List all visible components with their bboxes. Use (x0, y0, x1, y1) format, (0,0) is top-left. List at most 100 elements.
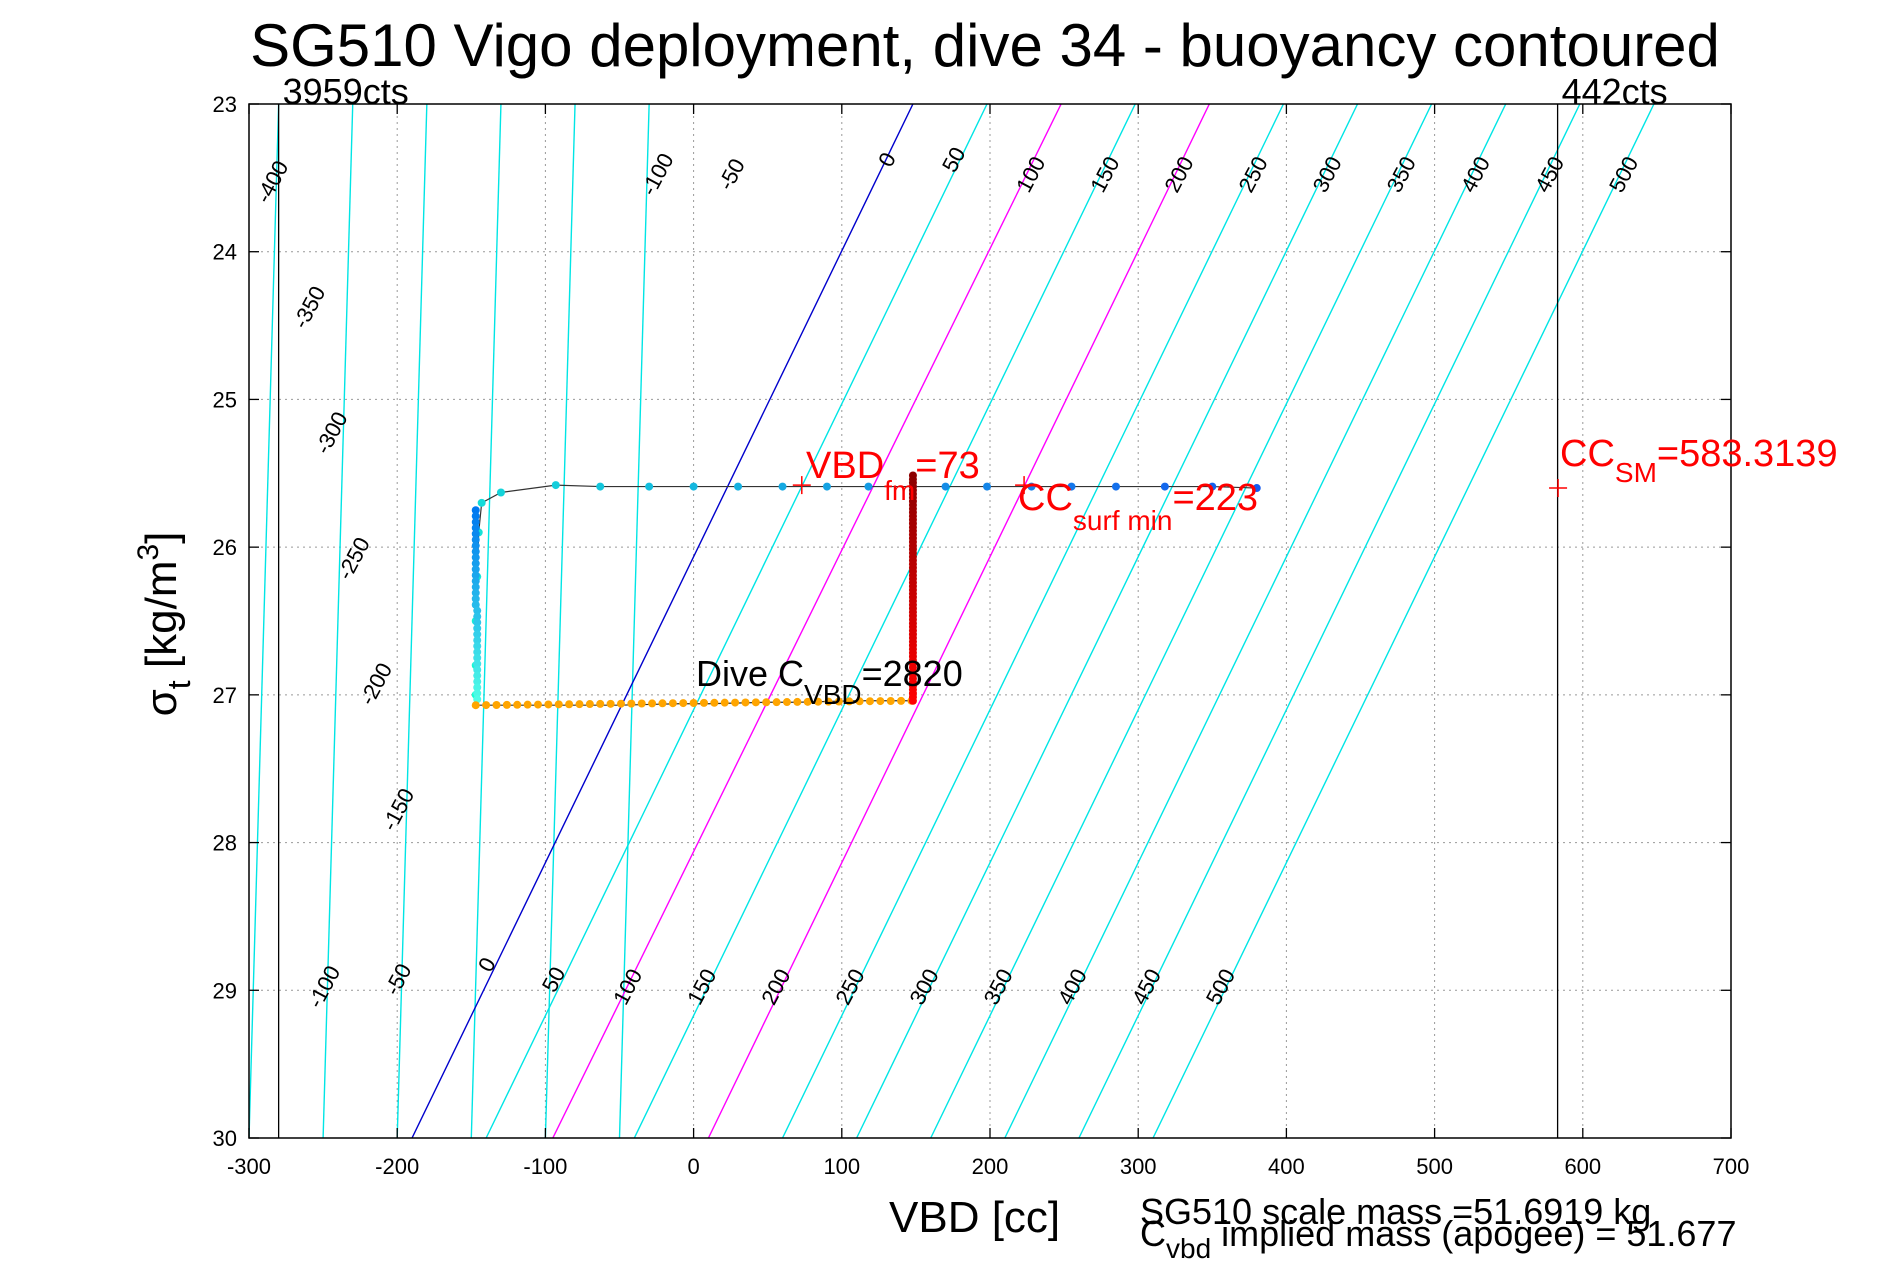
bottom-point (502, 700, 511, 709)
bottom-point (679, 699, 688, 708)
descent-point (864, 482, 873, 491)
cc-sm-main: CC (1560, 433, 1615, 475)
descent-point (473, 683, 482, 692)
y-tick-label: 25 (213, 387, 237, 412)
descent-point (471, 523, 480, 532)
y-tick-label: 26 (213, 535, 237, 560)
contour-line (618, 104, 650, 1138)
bottom-point (492, 700, 501, 709)
bottom-point (668, 699, 677, 708)
implied-mass-rest: implied mass (apogee) = 51.677 (1211, 1213, 1736, 1254)
bottom-point (876, 697, 885, 706)
bottom-point (824, 697, 833, 706)
x-tick-label: -300 (227, 1154, 271, 1179)
contour-line (485, 104, 988, 1138)
bottom-point (471, 701, 480, 710)
descent-point (596, 482, 605, 491)
bottom-point (793, 697, 802, 706)
bottom-point (699, 698, 708, 707)
descent-point (473, 671, 482, 680)
contour-line (1152, 104, 1655, 1138)
x-tick-label: -200 (375, 1154, 419, 1179)
bottom-point (627, 699, 636, 708)
descent-point (471, 577, 480, 586)
descent-point (471, 583, 480, 592)
scale-mass-text: SG510 scale mass =51.6919 kg (1140, 1191, 1651, 1232)
bottom-point (616, 699, 625, 708)
descent-point (473, 659, 482, 668)
descent-point (471, 559, 480, 568)
descent-point (473, 653, 482, 662)
vbd-fm-main: VBD (806, 445, 884, 487)
x-tick-label: 200 (972, 1154, 1009, 1179)
bottom-point (533, 700, 542, 709)
dive-cvbd-sub: VBD (804, 679, 862, 710)
y-axis-label-sup: 3 (132, 544, 165, 561)
descent-point (473, 636, 482, 645)
bottom-point (731, 698, 740, 707)
cc-surf-min-sub: surf min (1073, 505, 1173, 536)
bottom-point (751, 698, 760, 707)
x-axis-label: VBD [cc] (889, 1193, 1060, 1242)
limit-label-right: 442cts (1562, 71, 1668, 112)
descent-point (471, 553, 480, 562)
cc-sm-rest: =583.3139 (1657, 433, 1838, 475)
vbd-fm-rest: =73 (915, 445, 979, 487)
dive-cvbd-main: Dive C (696, 653, 804, 694)
bottom-point (814, 697, 823, 706)
dive-cvbd-annotation: Dive CVBD=2820 (696, 653, 963, 710)
bottom-point (648, 699, 657, 708)
vbd-fm-sub: fm (884, 475, 915, 506)
ascent-point (908, 471, 917, 480)
bottom-point (575, 700, 584, 709)
cc-sm-sub: SM (1615, 457, 1657, 488)
descent-point (473, 612, 482, 621)
limit-lines (277, 104, 1559, 1138)
y-axis-label-close: ] (137, 532, 186, 544)
bottom-point (585, 700, 594, 709)
descent-point (473, 618, 482, 627)
y-tick-label: 29 (213, 978, 237, 1003)
bottom-point (606, 699, 615, 708)
bottom-point (855, 697, 864, 706)
descent-point (941, 482, 950, 491)
contour-line (855, 104, 1359, 1138)
x-tick-label: 400 (1268, 1154, 1305, 1179)
cc-surf-min-main: CC (1018, 477, 1073, 519)
descent-point (471, 529, 480, 538)
bottom-point (886, 696, 895, 705)
descent-point (822, 482, 831, 491)
contour-line (411, 104, 914, 1138)
bottom-point (523, 700, 532, 709)
contour-line (633, 104, 1136, 1138)
descent-point (473, 689, 482, 698)
bottom-point (897, 696, 906, 705)
contour-line (707, 104, 1210, 1138)
bottom-point (689, 698, 698, 707)
x-tick-label: 100 (823, 1154, 860, 1179)
x-tick-label: -100 (523, 1154, 567, 1179)
descent-point (477, 498, 486, 507)
contour-line (396, 104, 428, 1138)
vbd-fm-annotation: VBDfm=73 (806, 445, 980, 506)
bottom-point (637, 699, 646, 708)
descent-point (645, 482, 654, 491)
descent-point (473, 642, 482, 651)
descent-point (473, 665, 482, 674)
descent-point (471, 506, 480, 515)
bottom-point (772, 698, 781, 707)
bottom-point (845, 697, 854, 706)
limit-label-left: 3959cts (283, 71, 409, 112)
contour-line (930, 104, 1433, 1138)
descent-point (473, 630, 482, 639)
descent-point (496, 488, 505, 497)
contour-line (544, 104, 576, 1138)
bottom-point (513, 700, 522, 709)
contour-line (1078, 104, 1581, 1138)
buoyancy-contours (249, 104, 1655, 1138)
descent-point (551, 481, 560, 490)
contour-line (1004, 104, 1507, 1138)
axis-ticks: -300 -200 -100 0 100 200 300 400 500 600 700 23 24 25… (213, 92, 1750, 1179)
descent-point (689, 482, 698, 491)
